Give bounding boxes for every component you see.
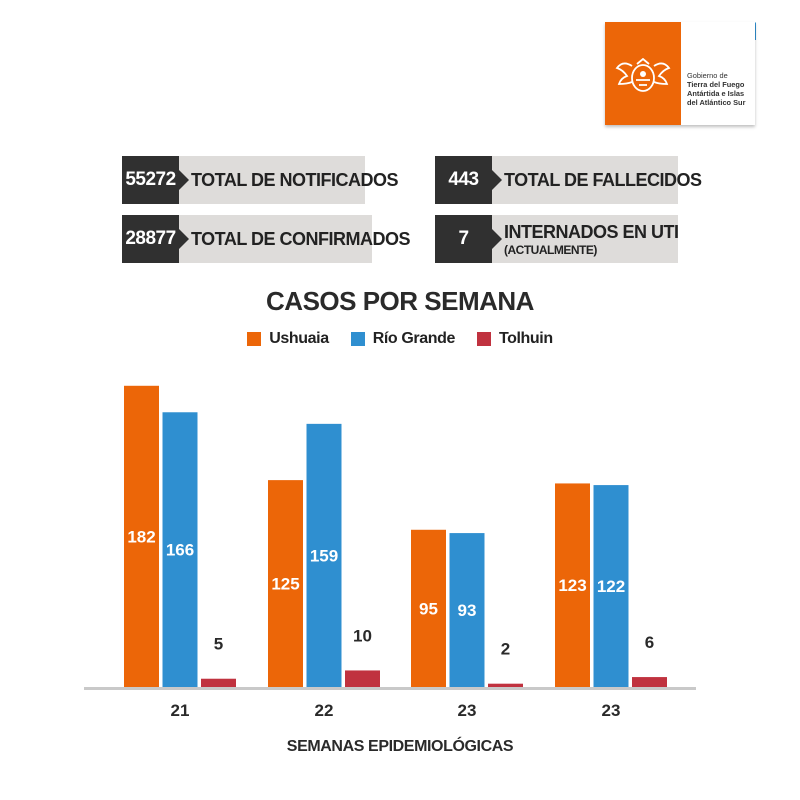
bar-rio-grande-1	[306, 423, 342, 687]
logo-line-4: del Atlántico Sur	[687, 98, 746, 107]
logo-line-3: Antártida e Islas	[687, 89, 745, 98]
data-label: 93	[458, 601, 477, 620]
logo-line-2: Tierra del Fuego	[687, 80, 745, 89]
bar-ushuaia-3	[555, 483, 590, 687]
bar-tolhuin-3	[632, 677, 667, 687]
legend-swatch	[350, 332, 365, 346]
stat-label-text: TOTAL DE CONFIRMADOS	[191, 228, 411, 249]
bar-tolhuin-1	[345, 670, 380, 687]
data-label: 6	[645, 633, 654, 652]
data-label: 159	[310, 546, 338, 565]
data-label: 123	[558, 576, 586, 595]
bar-ushuaia-2	[411, 529, 446, 687]
stat-value: 55272	[122, 156, 189, 204]
bar-tolhuin-2	[488, 683, 523, 687]
legend-label: Río Grande	[372, 330, 456, 347]
chart-legend: Ushuaia Río Grande Tolhuin	[0, 330, 800, 348]
data-label: 125	[271, 575, 299, 594]
stat-label: TOTAL DE FALLECIDOS	[492, 156, 702, 204]
legend-swatch	[476, 332, 491, 346]
x-tick-label: 23	[458, 701, 477, 720]
x-axis-baseline	[84, 687, 696, 690]
data-label: 182	[127, 527, 155, 546]
stat-label-text: TOTAL DE FALLECIDOS	[504, 169, 702, 190]
stat-value: 28877	[122, 215, 189, 263]
bar-rio-grande-2	[449, 533, 485, 687]
legend-item-rio-grande: Río Grande	[350, 330, 456, 348]
government-logo: Gobierno de Tierra del Fuego Antártida e…	[605, 22, 755, 125]
legend-item-tolhuin: Tolhuin	[476, 330, 553, 348]
stat-value: 443	[435, 156, 502, 204]
data-label: 10	[353, 626, 372, 645]
stat-notificados: 55272 TOTAL DE NOTIFICADOS	[122, 156, 399, 204]
data-label: 166	[166, 541, 194, 560]
logo-text: Gobierno de Tierra del Fuego Antártida e…	[687, 71, 755, 107]
stat-fallecidos: 443 TOTAL DE FALLECIDOS	[435, 156, 702, 204]
coat-of-arms-icon	[615, 58, 671, 92]
bar-rio-grande-3	[593, 485, 629, 687]
stat-confirmados: 28877 TOTAL DE CONFIRMADOS	[122, 215, 411, 263]
stat-internados-uti: 7 INTERNADOS EN UTI (ACTUALMENTE)	[435, 215, 679, 263]
x-tick-label: 21	[171, 701, 190, 720]
logo-emblem	[605, 22, 681, 125]
stat-label: INTERNADOS EN UTI (ACTUALMENTE)	[492, 215, 679, 263]
stat-label-text: TOTAL DE NOTIFICADOS	[191, 169, 399, 190]
bar-ushuaia-0	[124, 385, 159, 687]
legend-swatch	[247, 332, 262, 346]
bar-tolhuin-0	[201, 678, 236, 687]
stat-value: 7	[435, 215, 502, 263]
x-axis-title: SEMANAS EPIDEMIOLÓGICAS	[286, 738, 514, 755]
legend-label: Tolhuin	[498, 330, 553, 347]
legend-label: Ushuaia	[269, 330, 329, 347]
x-tick-label: 22	[315, 701, 334, 720]
bar-rio-grande-0	[162, 412, 198, 687]
stat-label: TOTAL DE NOTIFICADOS	[179, 156, 399, 204]
stat-label-text: INTERNADOS EN UTI	[504, 221, 679, 242]
legend-item-ushuaia: Ushuaia	[247, 330, 329, 348]
chart-title: CASOS POR SEMANA	[266, 286, 534, 316]
stat-sublabel: (ACTUALMENTE)	[504, 242, 597, 257]
stat-label: TOTAL DE CONFIRMADOS	[179, 215, 411, 263]
data-label: 5	[214, 635, 223, 654]
data-label: 122	[597, 577, 625, 596]
logo-line-1: Gobierno de	[687, 71, 728, 80]
data-label: 95	[419, 599, 438, 618]
x-tick-label: 23	[602, 701, 621, 720]
bar-ushuaia-1	[268, 480, 303, 687]
data-label: 2	[501, 640, 510, 659]
